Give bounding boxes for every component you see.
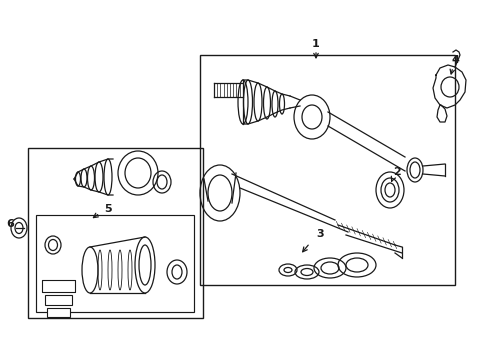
Bar [200, 55, 455, 285]
Text: 6: 6 [6, 219, 14, 229]
Text: 5: 5 [104, 204, 112, 214]
Text: 4: 4 [451, 55, 459, 65]
Polygon shape [45, 295, 72, 305]
Text: 2: 2 [393, 167, 401, 177]
Bar [36, 215, 194, 312]
Polygon shape [47, 308, 70, 317]
Text: 3: 3 [316, 229, 324, 239]
Polygon shape [42, 280, 75, 292]
Text: 1: 1 [312, 39, 320, 49]
Bar [28, 148, 203, 318]
